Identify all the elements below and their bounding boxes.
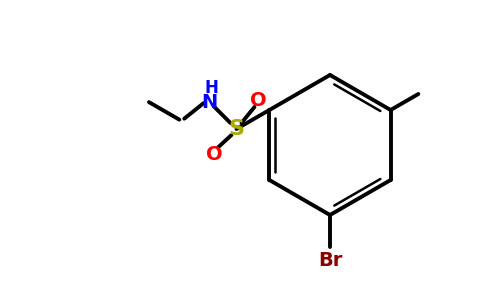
- Text: Br: Br: [318, 251, 342, 270]
- Text: S: S: [228, 119, 244, 139]
- Text: N: N: [201, 93, 218, 112]
- Text: O: O: [206, 145, 223, 164]
- Text: O: O: [250, 91, 267, 110]
- Text: H: H: [205, 79, 219, 97]
